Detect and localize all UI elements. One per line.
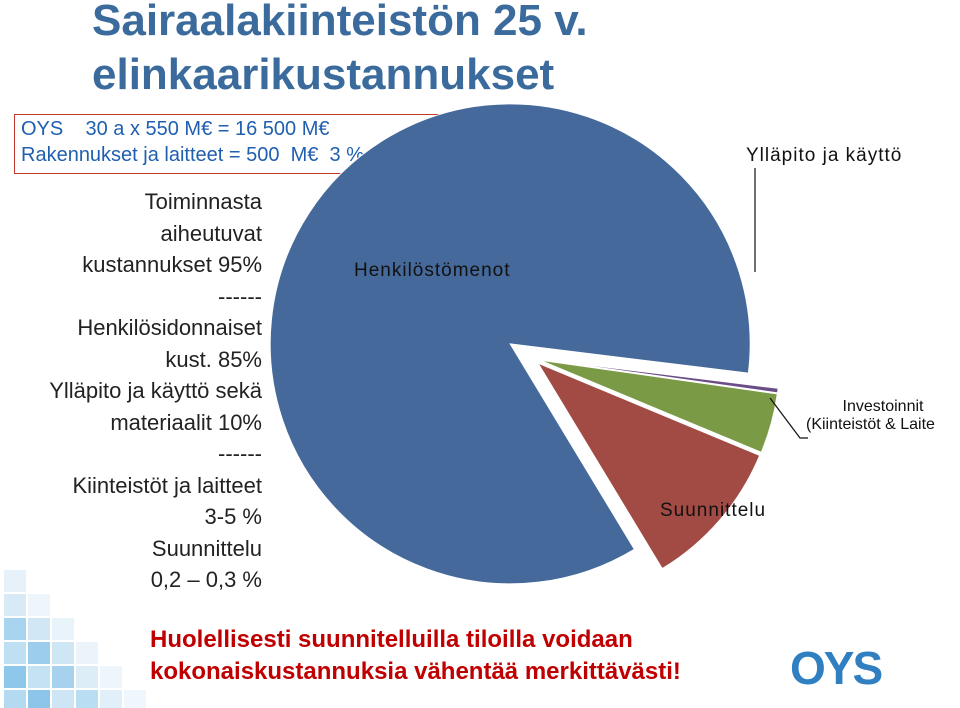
breakdown-line: ------ — [218, 283, 262, 309]
breakdown-line: kust. 85% — [165, 346, 262, 372]
svg-text:OYS: OYS — [790, 644, 881, 690]
slice-label-investoinnit-line-2: (Kiinteistöt & Laite — [806, 416, 935, 433]
slice-label-investoinnit: Investoinnit (Kiinteistöt & Laite — [806, 398, 960, 434]
title-line-1: Sairaalakiinteistön 25 v. — [92, 0, 588, 45]
conclusion-text: Huolellisesti suunnitelluilla tiloilla v… — [150, 624, 681, 688]
slice-label-yllapito: Ylläpito ja käyttö — [746, 145, 903, 166]
breakdown-line: materiaalit 10% — [110, 409, 262, 435]
cost-summary-box: OYS 30 a x 550 M€ = 16 500 M€ Rakennukse… — [14, 114, 490, 174]
pie-slice-henkilostomenot — [269, 103, 751, 585]
breakdown-line: Henkilösidonnaiset — [77, 315, 262, 340]
breakdown-line: ------ — [218, 441, 262, 466]
oys-logo: OYS — [790, 644, 882, 690]
decorative-tile-pattern — [4, 570, 146, 708]
leader-line-investoinnit — [769, 397, 808, 439]
breakdown-line: Kiinteistöt ja laitteet — [72, 472, 262, 498]
breakdown-line: 0,2 – 0,3 % — [150, 567, 262, 592]
slice-label-suunnittelu: Suunnittelu — [660, 500, 767, 521]
breakdown-line: Toiminnasta — [144, 189, 262, 214]
title-line-2: elinkaarikustannukset — [92, 50, 555, 99]
breakdown-line: 3-5 % — [204, 504, 262, 529]
breakdown-line: Ylläpito ja käyttö sekä — [49, 378, 262, 403]
slide-title: Sairaalakiinteistön 25 v. elinkaarikusta… — [92, 0, 588, 102]
breakdown-line: kustannukset 95% — [82, 252, 262, 277]
pie-slice-yllapito — [536, 362, 761, 570]
conclusion-line-2: kokonaiskustannuksia vähentää merkittävä… — [150, 658, 681, 685]
breakdown-line: aiheutuvat — [160, 220, 262, 246]
slice-label-henkilostomenot: Henkilöstömenot — [354, 260, 511, 281]
pie-slice-suunnittelu — [539, 358, 779, 394]
conclusion-line-1: Huolellisesti suunnitelluilla tiloilla v… — [150, 626, 633, 653]
cost-breakdown-text: Toiminnasta aiheutuvat kustannukset 95% … — [0, 186, 262, 596]
pie-slice-investoinnit — [539, 359, 778, 453]
breakdown-line: Suunnittelu — [151, 535, 262, 561]
slice-label-investoinnit-line-1: Investoinnit — [842, 398, 924, 415]
cost-summary-line-1: OYS 30 a x 550 M€ = 16 500 M€ — [21, 118, 330, 140]
